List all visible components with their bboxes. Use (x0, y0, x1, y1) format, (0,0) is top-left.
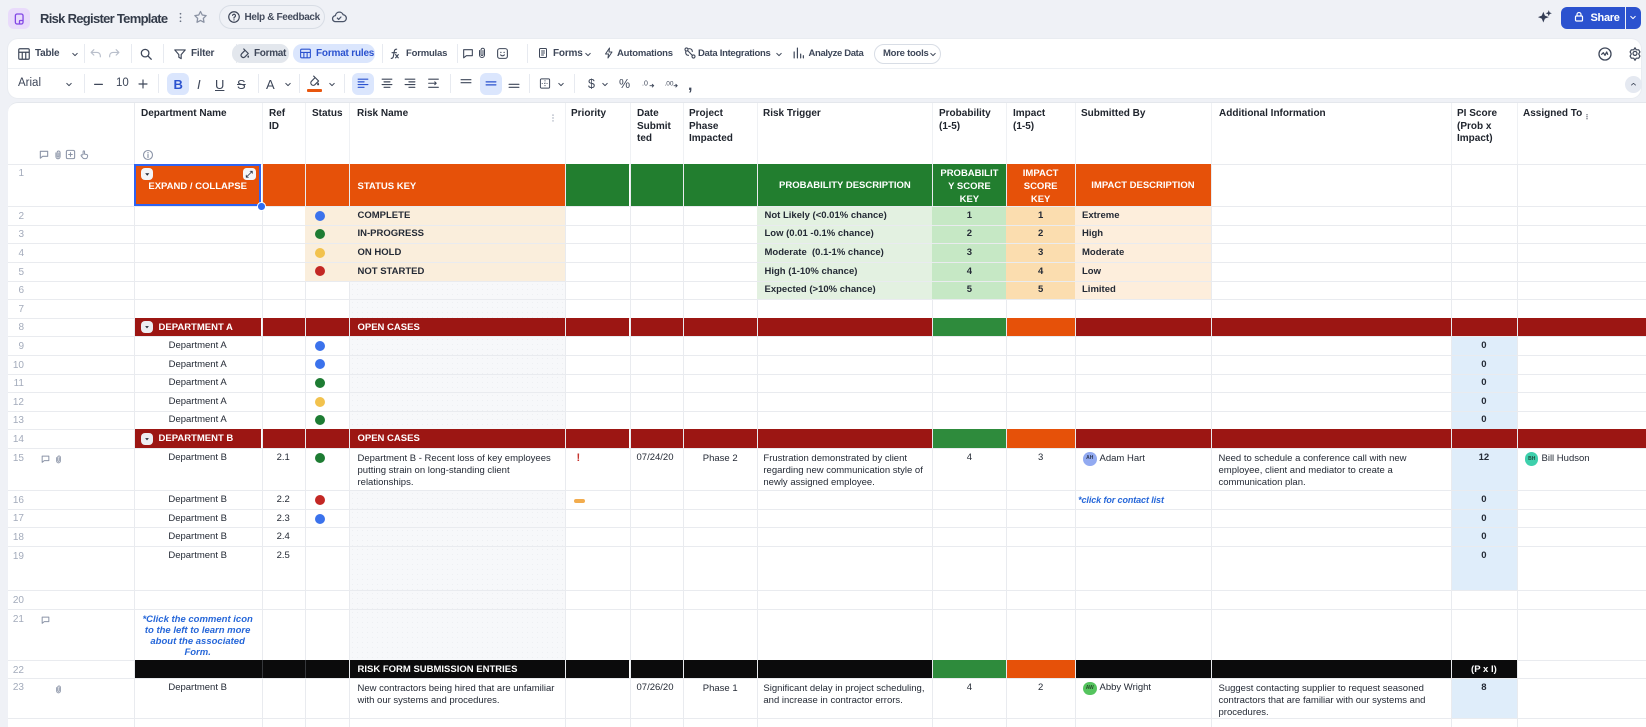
svg-text:.0: .0 (642, 81, 648, 88)
svg-text:.00: .00 (664, 81, 673, 88)
